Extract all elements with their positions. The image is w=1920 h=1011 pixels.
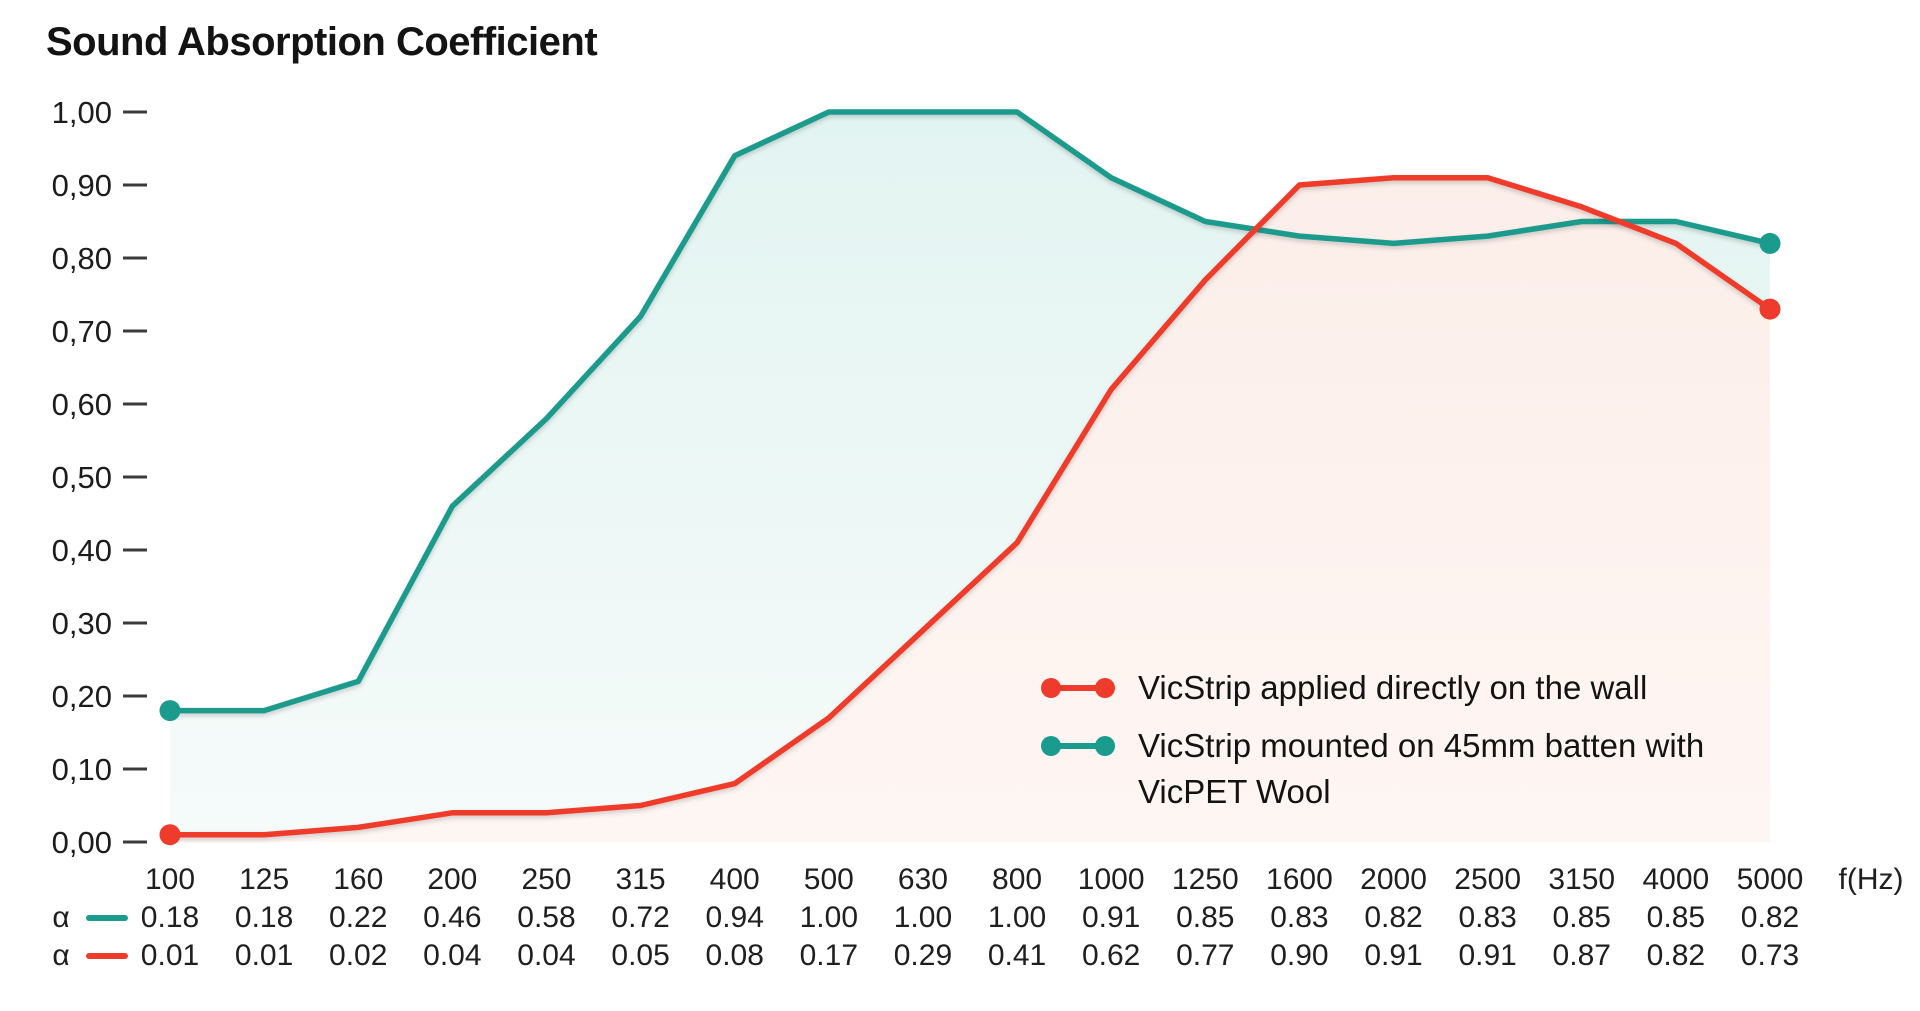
x-tick-label: 200 [427,863,478,896]
table-cell: 0.83 [1458,901,1517,934]
table-row-wall: α 0.01 0.01 0.02 0.04 0.04 0.05 0.08 0.17 0.29 0.… [0,936,1920,976]
y-tick-label: 0,70 [52,314,112,349]
table-cell: 0.04 [517,939,576,972]
marker-dot [1095,736,1115,756]
x-tick-label: 400 [709,863,760,896]
chart-title: Sound Absorption Coefficient [46,20,598,64]
x-tick-label: 160 [333,863,384,896]
x-tick-label: 500 [803,863,854,896]
legend-label-wall: VicStrip applied directly on the wall [1138,669,1648,706]
y-tick-label: 0,90 [52,168,112,203]
table-cell: 0.18 [234,901,294,934]
table-cell: 0.58 [517,901,576,934]
legend-item-batten: VicStrip mounted on 45mm batten with Vic… [1040,723,1758,815]
table-cell: 0.83 [1270,901,1329,934]
y-tick-label: 0,20 [52,679,112,714]
x-tick-label: 3150 [1548,863,1616,896]
teal-dumbbell-marker-icon [1041,736,1115,756]
table-cell: 0.82 [1364,901,1423,934]
endpoint-dot-batten [1759,232,1781,254]
y-tick-label: 0,00 [52,825,112,860]
x-tick-label: 1000 [1077,863,1145,896]
table-cell: 0.85 [1646,901,1706,934]
table-cell: 0.90 [1270,939,1329,972]
x-tick-label: 630 [897,863,948,896]
x-tick-label: 5000 [1736,863,1804,896]
table-cell: 0.77 [1176,939,1235,972]
table-row-batten: α 0.18 0.18 0.22 0.46 0.58 0.72 0.94 1.00 1.00 1.… [0,898,1920,938]
table-cell: 0.46 [423,901,482,934]
x-axis-tick-row: 100 125 160 200 250 315 400 500 630 800 1000 1250 16… [0,860,1920,900]
table-cell: 0.82 [1740,901,1800,934]
series-area-wall [170,177,1770,842]
x-tick-label: 250 [521,863,572,896]
table-cell: 0.18 [140,901,200,934]
y-tick-label: 0,40 [52,533,112,568]
table-cell: 0.85 [1552,901,1611,934]
y-tick-label: 0,10 [52,752,112,787]
series-line-wall [167,174,1773,838]
table-cell: 0.91 [1081,901,1141,934]
table-cell: 0.01 [140,939,200,972]
x-tick-label: 1600 [1266,863,1333,896]
table-cell: 0.05 [611,939,670,972]
table-cell: 0.73 [1740,939,1800,972]
table-cell: 0.29 [893,939,953,972]
teal-series-swatch [86,915,128,921]
y-tick-label: 0,80 [52,241,112,276]
table-cell: 0.94 [705,901,764,934]
table-cell: 0.41 [987,939,1047,972]
legend-label-batten: VicStrip mounted on 45mm batten with Vic… [1138,727,1705,810]
table-cell: 0.91 [1364,939,1423,972]
red-series-swatch [86,953,128,959]
table-cell: 1.00 [799,901,859,934]
table-cell: 0.91 [1458,939,1517,972]
table-cell: 0.85 [1176,901,1235,934]
series-line-batten [167,109,1773,714]
table-cell: 0.02 [329,939,388,972]
x-tick-label: 2500 [1454,863,1522,896]
endpoint-dot-batten [159,700,181,722]
marker-dot [1041,736,1061,756]
marker-dot [1041,678,1061,698]
x-tick-label: 1250 [1171,863,1239,896]
red-dumbbell-marker-icon [1041,678,1115,698]
marker-dot [1095,678,1115,698]
y-tick-label: 0,60 [52,387,112,422]
table-cell: 0.72 [611,901,670,934]
endpoint-dot-wall [1759,298,1781,320]
legend: VicStrip applied directly on the wall Vi… [1040,665,1758,815]
x-tick-label: 2000 [1360,863,1427,896]
legend-item-wall: VicStrip applied directly on the wall [1040,665,1758,711]
alpha-symbol: α [52,901,70,934]
y-tick-label: 0,50 [52,460,112,495]
table-cell: 0.62 [1081,939,1141,972]
x-tick-label: 4000 [1642,863,1710,896]
table-cell: 0.01 [234,939,294,972]
alpha-symbol: α [52,939,70,972]
table-cell: 1.00 [987,901,1047,934]
table-cell: 0.04 [423,939,482,972]
y-tick-label: 1,00 [52,95,112,130]
x-tick-label: 315 [615,863,666,896]
x-tick-label: 125 [239,863,290,896]
endpoint-dot-wall [159,824,181,846]
table-cell: 0.08 [705,939,764,972]
table-cell: 1.00 [893,901,953,934]
x-tick-label: 800 [992,863,1043,896]
y-tick-label: 0,30 [52,606,112,641]
table-cell: 0.87 [1552,939,1611,972]
x-tick-label: 100 [144,863,196,896]
table-cell: 0.82 [1646,939,1706,972]
x-axis-unit-label: f(Hz) [1838,863,1904,896]
table-cell: 0.17 [799,939,859,972]
table-cell: 0.22 [329,901,388,934]
